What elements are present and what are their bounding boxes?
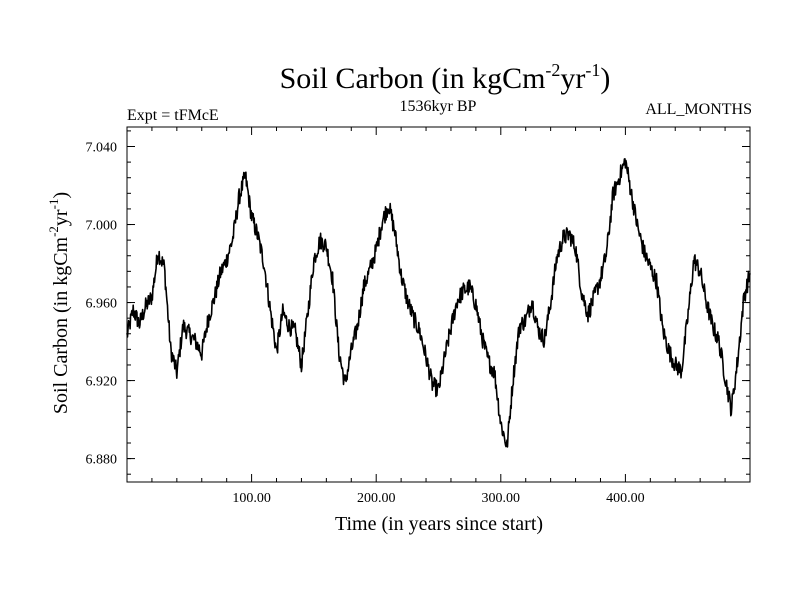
x-tick-label: 200.00 — [357, 491, 396, 506]
chart-title: Soil Carbon (in kgCm-2yr-1) — [280, 60, 611, 95]
series-line — [126, 158, 751, 448]
y-tick-label: 6.880 — [86, 453, 118, 468]
plot-frame — [126, 126, 751, 483]
x-tick-label: 100.00 — [232, 491, 271, 506]
subtitle-right: ALL_MONTHS — [645, 101, 752, 118]
x-axis: 100.00 200.00 300.00 400.00 — [151, 127, 726, 506]
x-tick-label: 300.00 — [482, 491, 521, 506]
y-tick-label: 6.920 — [86, 375, 118, 390]
y-axis-label: Soil Carbon (in kgCm-2yr-1) — [46, 192, 72, 414]
y-axis: 6.880 6.920 6.960 7.000 7.040 — [86, 130, 750, 475]
y-tick-label: 7.040 — [86, 141, 118, 156]
y-tick-label: 6.960 — [86, 297, 118, 312]
x-axis-label: Time (in years since start) — [335, 513, 543, 535]
subtitle-left: Expt = tFMcE — [127, 107, 219, 124]
y-tick-label: 7.000 — [86, 219, 118, 234]
subtitle-center: 1536kyr BP — [400, 98, 477, 115]
x-tick-label: 400.00 — [606, 491, 645, 506]
